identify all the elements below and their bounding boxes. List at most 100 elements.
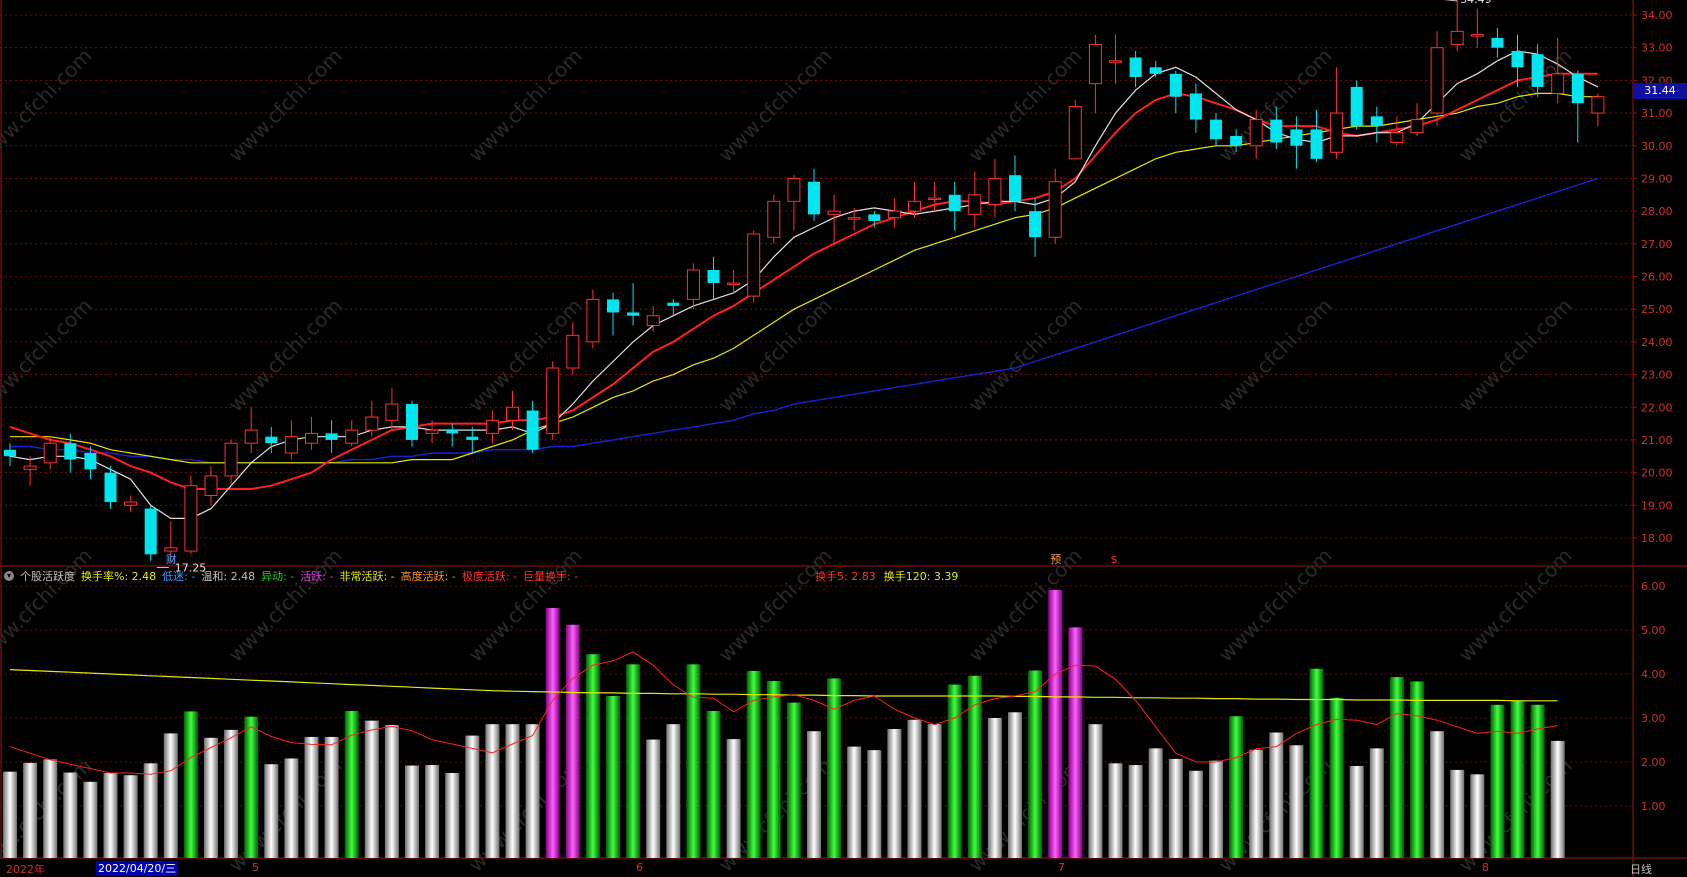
candle — [144, 505, 157, 561]
turnover-bar — [726, 739, 741, 858]
candle-body — [506, 406, 519, 421]
indicator-item-label: 极度活跃: — [461, 570, 510, 583]
collapse-icon[interactable]: ▾ — [4, 571, 14, 581]
candle — [1290, 116, 1303, 169]
watermark: www.cfchi.com — [224, 44, 347, 167]
candle-body — [887, 210, 901, 219]
turnover-bar — [1008, 712, 1022, 858]
turnover-bar — [1289, 745, 1304, 858]
candle — [767, 194, 781, 244]
period-selector[interactable]: 日线 — [1630, 863, 1652, 876]
turnover-bar — [1128, 765, 1143, 858]
candle-body — [1370, 116, 1383, 127]
price-tick-label: 20.00 — [1641, 467, 1673, 480]
watermark: www.cfchi.com — [964, 44, 1087, 167]
indicator-name[interactable]: 个股活跃度 — [20, 570, 75, 583]
candle — [1230, 129, 1243, 153]
indicator-item-label: 高度活跃: — [400, 570, 449, 583]
turnover-bar — [1188, 770, 1203, 858]
candle-body — [808, 181, 820, 215]
candle-body — [244, 429, 258, 444]
candle-body — [325, 433, 338, 440]
price-tick-label: 23.00 — [1641, 369, 1673, 382]
month-label: 8 — [1482, 861, 1489, 874]
indicator-item-value: - — [509, 570, 518, 583]
turnover-bar — [1369, 748, 1384, 858]
candle-body — [485, 419, 499, 434]
indicator-item: 高度活跃: - — [401, 568, 456, 584]
candle-body — [1430, 47, 1444, 114]
candle-body — [1169, 73, 1182, 97]
indicator-item: 低迷: - — [162, 568, 195, 584]
candle-body — [204, 475, 218, 497]
turnover-bar — [1410, 681, 1424, 858]
indicator-item-label: 低迷: — [162, 570, 188, 583]
turnover-bar — [1249, 749, 1264, 858]
candle-body — [184, 485, 198, 552]
candle-body — [1149, 67, 1162, 74]
candle-body — [707, 269, 720, 284]
turnover-bar — [465, 735, 480, 858]
month-label: 5 — [252, 861, 259, 874]
candle-body — [1270, 119, 1283, 143]
candle-body — [1511, 50, 1524, 68]
turnover-bar — [1269, 732, 1284, 858]
candle-body — [686, 269, 700, 300]
current-price-tag: 31.44 — [1633, 83, 1687, 99]
turnover-bar — [646, 739, 661, 858]
event-marker: $ — [1111, 553, 1118, 566]
turnover-bar — [163, 733, 178, 858]
candle — [224, 439, 238, 486]
candle-body — [385, 403, 399, 421]
price-tick-label: 31.00 — [1641, 107, 1673, 120]
turnover-bar — [967, 675, 982, 858]
candle — [204, 466, 218, 506]
candle-body — [847, 217, 861, 220]
candle — [1009, 155, 1021, 212]
candle — [64, 433, 77, 473]
turnover-bar — [606, 696, 620, 858]
indicator-values: 换手率%: 2.48 低迷: - 温和: 2.48 异动: - 活跃: - 非常活跃: -… — [81, 568, 578, 584]
candle — [1189, 83, 1202, 133]
candle-body — [988, 177, 1002, 206]
candle-body — [1210, 119, 1222, 140]
candle — [84, 446, 97, 480]
candle-body — [265, 436, 278, 444]
turnover-average-item: 换手5: 2.83 — [815, 570, 876, 583]
price-tick-label: 27.00 — [1641, 238, 1673, 251]
price-tick-label: 28.00 — [1641, 205, 1673, 218]
candle — [1210, 113, 1222, 146]
turnover-bar — [746, 670, 761, 858]
indicator-item-label: 换手率%: — [81, 570, 129, 583]
turnover-bar — [1108, 763, 1123, 858]
candle-body — [646, 315, 660, 327]
candle — [485, 410, 499, 444]
candle — [667, 299, 680, 316]
watermark: www.cfchi.com — [224, 294, 347, 417]
candle-body — [1230, 135, 1243, 146]
candle — [1430, 31, 1444, 127]
candle-body — [406, 403, 418, 440]
price-tick-label: 29.00 — [1641, 172, 1673, 185]
turnover-bar — [766, 681, 781, 858]
indicator-item: 异动: - — [261, 568, 294, 584]
turnover-bar — [907, 719, 922, 858]
candle — [827, 194, 841, 244]
high-price-label: 34.49 — [1460, 0, 1492, 6]
turnover-bar — [1510, 700, 1525, 858]
price-tick-label: 30.00 — [1641, 140, 1673, 153]
turnover-bar — [123, 775, 138, 858]
candle — [1310, 109, 1323, 163]
turnover5-line — [9, 651, 1558, 775]
indicator-item-value: - — [448, 570, 456, 583]
turnover-bar — [1329, 697, 1344, 858]
candle-body — [948, 194, 961, 212]
turnover-bar — [264, 764, 279, 858]
candle-body — [284, 436, 298, 454]
turnover-bar — [1309, 668, 1324, 858]
turnover-bar — [1430, 731, 1445, 858]
candle-body — [104, 472, 117, 503]
candle — [244, 407, 258, 454]
candle — [1370, 106, 1383, 143]
